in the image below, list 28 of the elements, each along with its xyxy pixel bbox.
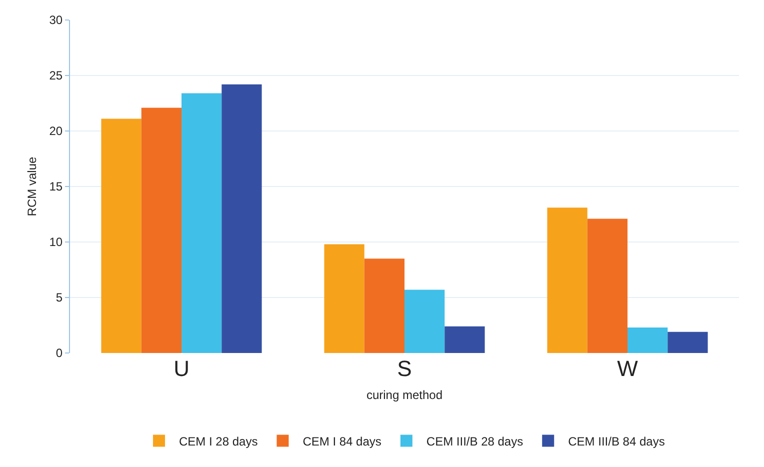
x-axis-title: curing method (366, 388, 443, 402)
y-axis-title: RCM value (25, 156, 39, 216)
legend-label: CEM I 84 days (302, 434, 382, 448)
bar (587, 218, 628, 353)
y-tick-label: 5 (56, 290, 63, 305)
x-tick-label: W (617, 356, 638, 381)
bar (668, 332, 708, 353)
y-tick-label: 25 (49, 68, 63, 83)
bar (547, 208, 588, 353)
bar (182, 93, 222, 353)
bar (324, 244, 364, 353)
legend-label: CEM III/B 28 days (426, 434, 524, 448)
bar (404, 290, 445, 353)
y-tick-label: 15 (49, 180, 63, 194)
x-tick-label: S (397, 356, 412, 381)
bar (364, 258, 404, 353)
y-tick-label: 0 (56, 346, 63, 360)
bar (444, 326, 485, 353)
x-tick-label: U (174, 356, 190, 381)
y-tick-label: 30 (49, 13, 63, 28)
y-tick-label: 20 (49, 124, 63, 138)
bar (222, 84, 262, 353)
bar (141, 108, 182, 353)
legend-label: CEM III/B 84 days (568, 434, 665, 448)
bar (628, 327, 668, 353)
legend-label: CEM I 28 days (179, 434, 258, 448)
bar (101, 118, 142, 353)
y-tick-label: 10 (49, 235, 63, 250)
